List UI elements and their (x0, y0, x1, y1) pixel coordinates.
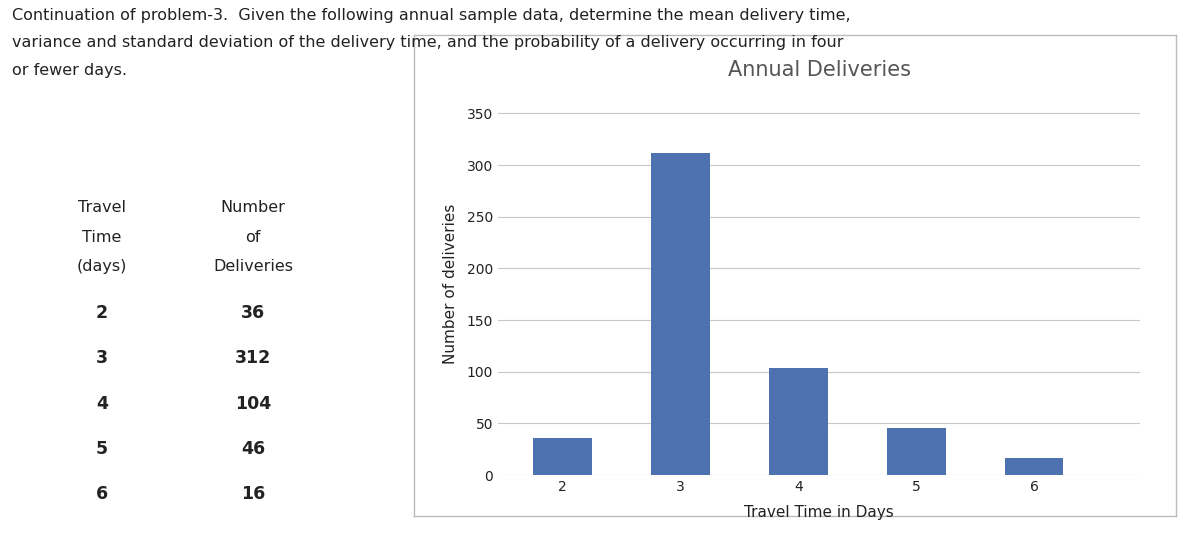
Text: Travel: Travel (78, 200, 126, 215)
Text: 2: 2 (96, 304, 108, 322)
Text: Deliveries: Deliveries (212, 259, 293, 274)
Text: 36: 36 (241, 304, 265, 322)
Title: Annual Deliveries: Annual Deliveries (727, 60, 911, 80)
Text: 5: 5 (96, 440, 108, 458)
Text: variance and standard deviation of the delivery time, and the probability of a d: variance and standard deviation of the d… (12, 35, 844, 50)
Bar (887, 428, 946, 475)
Text: 3: 3 (96, 349, 108, 367)
Text: 6: 6 (96, 485, 108, 503)
Text: 46: 46 (241, 440, 265, 458)
Text: Continuation of problem-3.  Given the following annual sample data, determine th: Continuation of problem-3. Given the fol… (12, 8, 851, 23)
Y-axis label: Number of deliveries: Number of deliveries (444, 204, 458, 364)
Text: Number: Number (221, 200, 286, 215)
Bar (533, 438, 593, 475)
Text: 4: 4 (96, 395, 108, 413)
Text: or fewer days.: or fewer days. (12, 63, 127, 78)
Text: 312: 312 (235, 349, 271, 367)
Text: of: of (245, 229, 260, 245)
Bar (652, 153, 710, 475)
Text: Time: Time (83, 229, 121, 245)
X-axis label: Travel Time in Days: Travel Time in Days (744, 505, 894, 520)
Text: 16: 16 (241, 485, 265, 503)
Text: (days): (days) (77, 259, 127, 274)
Bar (769, 367, 828, 475)
Text: 104: 104 (235, 395, 271, 413)
Bar (1004, 459, 1063, 475)
